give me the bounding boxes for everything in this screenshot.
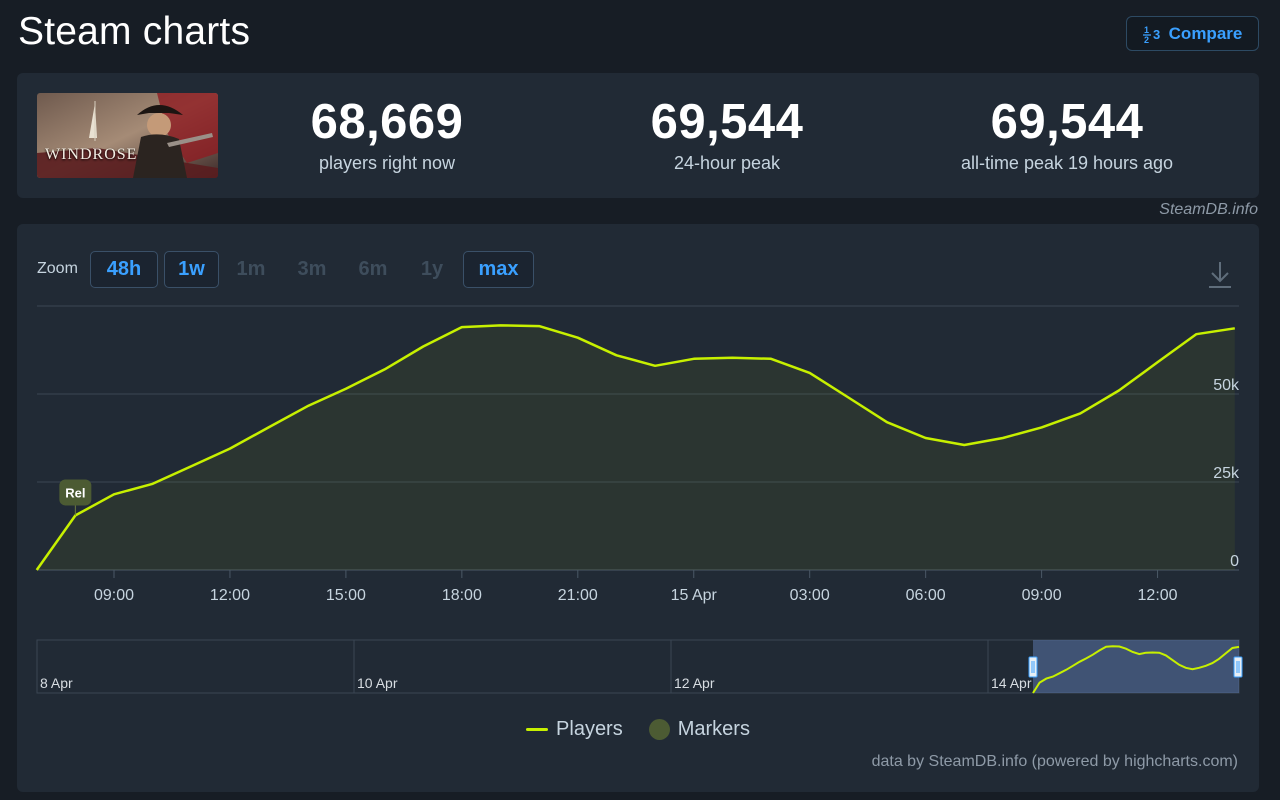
navigator-series <box>1032 645 1240 694</box>
x-tick-label: 12:00 <box>1138 587 1178 604</box>
game-thumbnail[interactable]: WINDROSE <box>37 93 218 178</box>
x-tick-label: 21:00 <box>558 587 598 604</box>
zoom-label: Zoom <box>37 260 78 277</box>
legend-players-swatch <box>526 728 549 731</box>
stat-alltime-peak: 69,544 all-time peak 19 hours ago <box>902 93 1232 175</box>
x-tick-label: 15:00 <box>326 587 366 604</box>
x-tick-label: 09:00 <box>1022 587 1062 604</box>
game-thumb-text: WINDROSE <box>45 146 138 163</box>
legend-markers[interactable]: Markers <box>648 718 750 741</box>
y-tick-label: 50k <box>1213 377 1240 394</box>
legend-players[interactable]: Players <box>526 718 623 741</box>
stat-24h-peak-label: 24-hour peak <box>673 153 781 173</box>
y-axis-ticks: 0 25k 50k <box>1213 377 1240 570</box>
stat-players-now: 68,669 players right now <box>222 93 552 175</box>
download-icon[interactable] <box>1207 260 1233 290</box>
zoom-max-button[interactable]: max <box>463 251 534 288</box>
x-tick-label: 12:00 <box>210 587 250 604</box>
chart-legend: Players Markers <box>17 718 1259 741</box>
legend-players-label: Players <box>556 718 623 740</box>
legend-markers-label: Markers <box>677 718 750 740</box>
navigator-date-label: 8 Apr <box>40 675 73 691</box>
stat-players-now-value: 68,669 <box>310 95 464 149</box>
stat-24h-peak-value: 69,544 <box>650 95 804 149</box>
credit-top[interactable]: SteamDB.info <box>1159 201 1258 218</box>
x-tick-label: 18:00 <box>442 587 482 604</box>
x-axis-ticks: 09:00 12:00 15:00 18:00 21:00 15 Apr 03:00 06:0… <box>94 570 1178 604</box>
x-tick-label: 06:00 <box>906 587 946 604</box>
y-tick-label: 0 <box>1230 553 1239 570</box>
game-art <box>37 93 218 178</box>
chart-area <box>36 325 1235 570</box>
compare-button[interactable]: 1 2 3 Compare <box>1126 16 1259 51</box>
stat-players-now-label: players right now <box>318 153 456 173</box>
compare-icon: 1 2 3 <box>1142 25 1160 44</box>
stat-24h-peak: 69,544 24-hour peak <box>562 93 892 175</box>
navigator-date-label: 12 Apr <box>674 675 715 691</box>
zoom-6m-button: 6m <box>358 258 388 280</box>
navigator-selection[interactable] <box>1033 640 1239 693</box>
chart-grid <box>37 305 1239 571</box>
page-title: Steam charts <box>18 10 251 53</box>
stat-alltime-peak-value: 69,544 <box>990 95 1144 149</box>
svg-text:3: 3 <box>1153 27 1160 42</box>
stat-alltime-peak-label: all-time peak 19 hours ago <box>960 153 1174 173</box>
zoom-48h-button[interactable]: 48h <box>90 251 158 288</box>
navigator-date-label: 14 Apr <box>991 675 1032 691</box>
navigator-handle-right[interactable] <box>1233 656 1243 678</box>
x-tick-label: 03:00 <box>790 587 830 604</box>
svg-text:2: 2 <box>1144 35 1149 44</box>
chart-line-layer <box>35 324 1235 571</box>
zoom-1w-button[interactable]: 1w <box>164 251 219 288</box>
zoom-3m-button: 3m <box>297 258 327 280</box>
zoom-1m-button: 1m <box>236 258 266 280</box>
navigator-date-label: 10 Apr <box>357 675 398 691</box>
zoom-1y-button: 1y <box>420 258 444 280</box>
compare-label: Compare <box>1168 23 1243 43</box>
navigator-handle-left[interactable] <box>1028 656 1038 678</box>
x-tick-label: 15 Apr <box>671 587 718 604</box>
players-area <box>36 325 1235 570</box>
navigator: 8 Apr 10 Apr 12 Apr 14 Apr <box>36 639 1243 694</box>
legend-markers-swatch <box>648 719 670 740</box>
marker-label: Rel <box>65 485 85 500</box>
players-chart[interactable]: Rel 0 25k 50k 09:00 12:00 15:00 18:00 21:00 15 … <box>17 224 1259 704</box>
credit-bottom[interactable]: data by SteamDB.info (powered by highcha… <box>871 753 1238 770</box>
chart-markers: Rel <box>59 479 92 516</box>
players-line[interactable] <box>35 324 1235 571</box>
svg-text:1: 1 <box>1144 25 1149 35</box>
chart-panel: Zoom 48h 1w 1m 3m 6m 1y max Rel 0 25k 50k … <box>17 224 1259 792</box>
marker-flag[interactable] <box>59 479 92 506</box>
x-tick-label: 09:00 <box>94 587 134 604</box>
stats-panel: WINDROSE 68,669 players right now 69,544… <box>17 73 1259 198</box>
y-tick-label: 25k <box>1213 465 1240 482</box>
